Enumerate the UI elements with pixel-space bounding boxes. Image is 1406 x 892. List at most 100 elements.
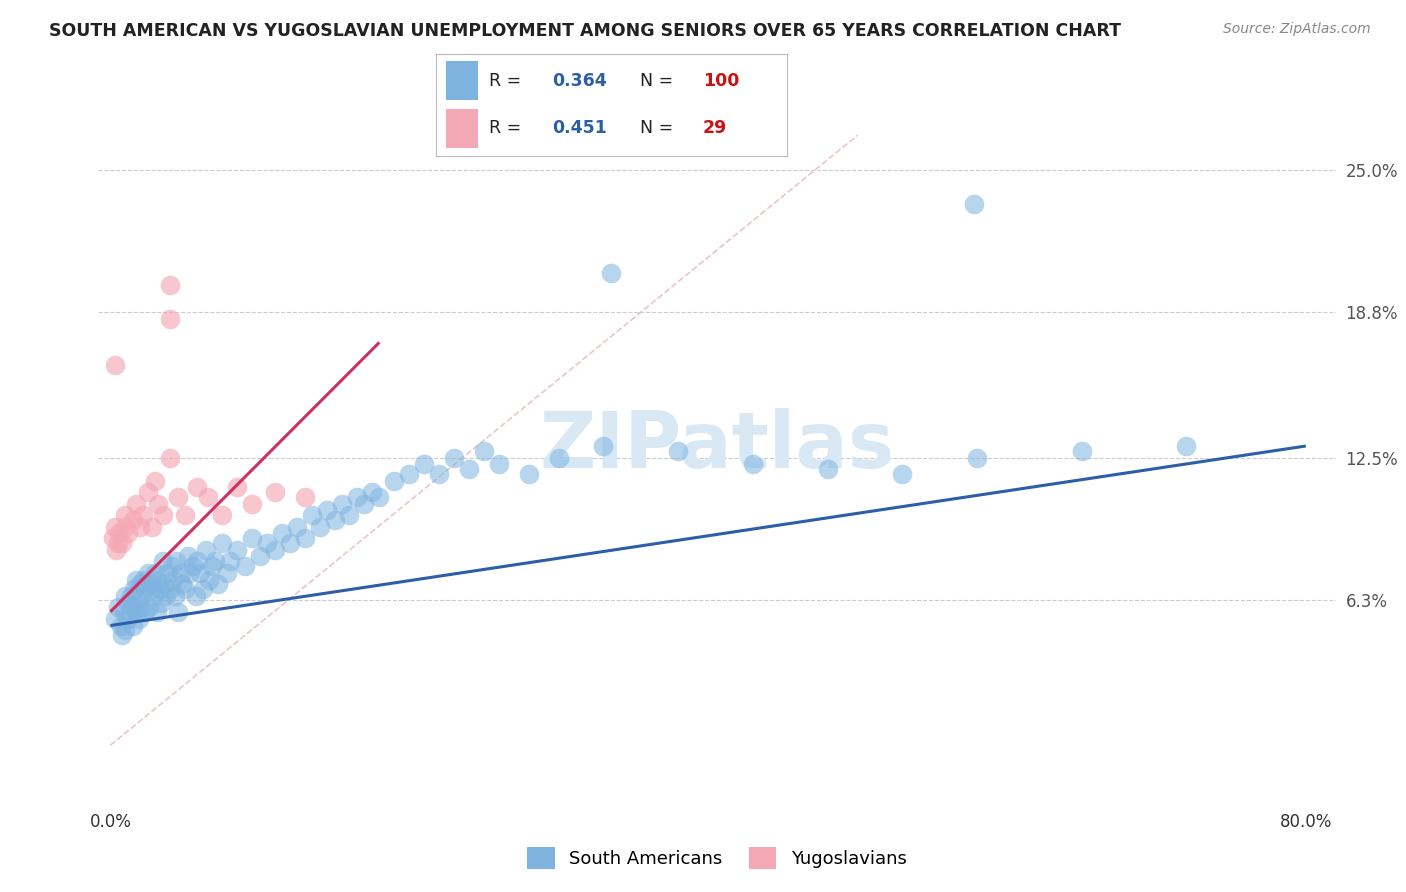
Point — [111, 535, 134, 549]
Point — [308, 519, 330, 533]
Point — [742, 458, 765, 472]
Point — [198, 573, 221, 587]
Point — [145, 605, 167, 619]
Point — [107, 535, 129, 549]
Point — [427, 467, 450, 481]
Point — [138, 600, 160, 615]
Point — [201, 558, 224, 573]
Point — [330, 497, 353, 511]
Point — [121, 618, 143, 632]
Text: 0.451: 0.451 — [551, 120, 607, 137]
Point — [129, 577, 152, 591]
Point — [159, 450, 181, 465]
Point — [443, 450, 465, 465]
Point — [162, 573, 184, 587]
Point — [294, 490, 316, 504]
Point — [360, 485, 382, 500]
Point — [110, 618, 132, 632]
Text: SOUTH AMERICAN VS YUGOSLAVIAN UNEMPLOYMENT AMONG SENIORS OVER 65 YEARS CORRELATI: SOUTH AMERICAN VS YUGOSLAVIAN UNEMPLOYME… — [49, 22, 1121, 40]
Point — [132, 508, 155, 522]
Point — [301, 508, 323, 522]
Point — [368, 490, 391, 504]
Point — [159, 312, 181, 326]
Point — [323, 513, 346, 527]
Point — [346, 490, 368, 504]
Point — [181, 558, 204, 573]
Point — [186, 554, 208, 568]
Point — [488, 458, 510, 472]
Legend: South Americans, Yugoslavians: South Americans, Yugoslavians — [520, 839, 914, 876]
Point — [179, 566, 201, 580]
Point — [966, 450, 988, 465]
Point — [121, 600, 143, 615]
Point — [120, 589, 142, 603]
Point — [197, 490, 219, 504]
Point — [398, 467, 420, 481]
Point — [143, 566, 166, 580]
Point — [166, 605, 188, 619]
Point — [256, 535, 278, 549]
Point — [172, 577, 194, 591]
Point — [547, 450, 569, 465]
Point — [1175, 439, 1198, 453]
Point — [114, 589, 136, 603]
Point — [177, 549, 200, 564]
Point — [127, 593, 149, 607]
Point — [458, 462, 481, 476]
Point — [135, 582, 157, 596]
Point — [963, 197, 986, 211]
Point — [174, 582, 197, 596]
Point — [141, 519, 163, 533]
Point — [413, 458, 436, 472]
Point — [226, 542, 249, 557]
Point — [195, 542, 218, 557]
Point — [148, 573, 170, 587]
Bar — [447, 61, 478, 100]
Point — [112, 605, 135, 619]
Point — [219, 554, 242, 568]
Point — [226, 480, 249, 494]
Text: 0.364: 0.364 — [551, 72, 606, 90]
Text: R =: R = — [489, 120, 526, 137]
Point — [104, 612, 127, 626]
Point — [165, 554, 187, 568]
Point — [150, 595, 173, 609]
Point — [166, 490, 188, 504]
Point — [263, 485, 285, 500]
Point — [148, 497, 170, 511]
Point — [139, 582, 162, 596]
Point — [129, 600, 152, 615]
Point — [271, 526, 294, 541]
Point — [153, 577, 176, 591]
Point — [1070, 443, 1092, 458]
Point — [134, 605, 156, 619]
Point — [108, 526, 131, 541]
Text: N =: N = — [640, 120, 679, 137]
Point — [115, 612, 138, 626]
Point — [128, 612, 150, 626]
Point — [125, 497, 148, 511]
Point — [233, 558, 256, 573]
Point — [666, 443, 689, 458]
Point — [114, 623, 136, 637]
Point — [188, 566, 211, 580]
Point — [207, 577, 229, 591]
Point — [316, 503, 339, 517]
Point — [125, 573, 148, 587]
Point — [891, 467, 914, 481]
Point — [124, 582, 146, 596]
Text: Source: ZipAtlas.com: Source: ZipAtlas.com — [1223, 22, 1371, 37]
Point — [353, 497, 375, 511]
Point — [186, 480, 208, 494]
Point — [143, 474, 166, 488]
Point — [517, 467, 540, 481]
Point — [382, 474, 405, 488]
Point — [294, 531, 316, 545]
Point — [132, 573, 155, 587]
Point — [131, 589, 153, 603]
Point — [249, 549, 271, 564]
Point — [152, 554, 174, 568]
Point — [129, 519, 152, 533]
Point — [204, 554, 226, 568]
Point — [600, 266, 623, 280]
